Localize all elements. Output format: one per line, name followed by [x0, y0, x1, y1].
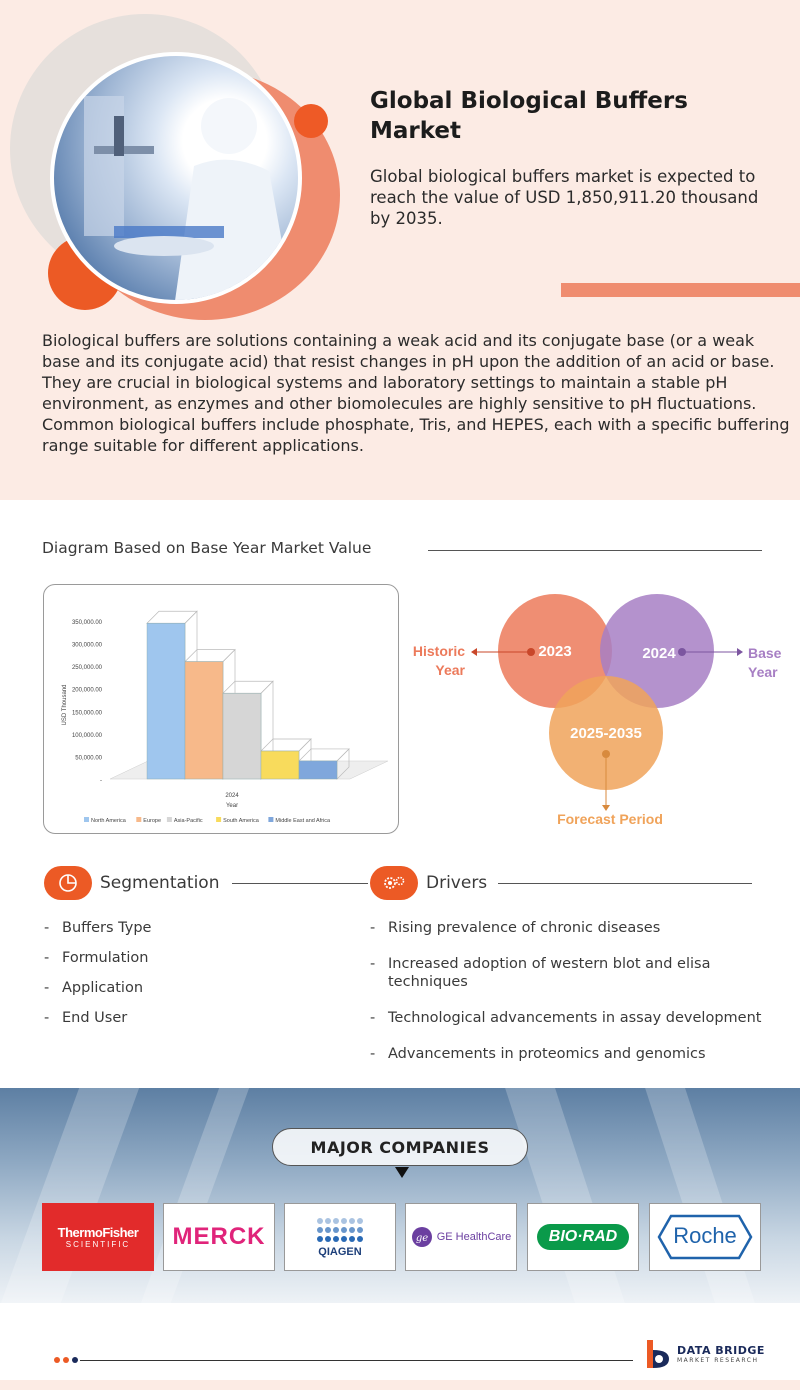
footer-band [0, 1380, 800, 1390]
y-tick-label: 150,000.00 [72, 710, 103, 716]
page-title: Global Biological Buffers Market [370, 88, 688, 144]
footer-dots [54, 1357, 78, 1363]
diagram-heading: Diagram Based on Base Year Market Value [42, 539, 372, 557]
list-item: Rising prevalence of chronic diseases [370, 919, 790, 937]
bar-asia-pacific [222, 693, 262, 780]
legend-swatch [166, 817, 172, 822]
list-item: Increased adoption of western blot and e… [370, 955, 790, 991]
legend-label: North America [91, 818, 127, 824]
thermofisher-logo: ThermoFisher SCIENTIFIC [42, 1203, 154, 1271]
y-tick-label: 50,000.00 [75, 755, 102, 761]
bar-top [184, 649, 236, 662]
market-forecast-summary: Global biological buffers market is expe… [370, 167, 759, 228]
bar-south-america [260, 750, 300, 780]
x-axis-label: Year [226, 803, 238, 809]
brand-name: DATA BRIDGE [677, 1344, 765, 1357]
market-description: Biological buffers are solutions contain… [42, 331, 790, 455]
bar-top [222, 680, 274, 694]
ge-healthcare-logo: ge GE HealthCare [405, 1203, 517, 1271]
base-year-label: Base [748, 645, 782, 661]
legend-swatch [268, 817, 274, 822]
bar-top [260, 738, 312, 752]
legend-swatch [216, 817, 222, 822]
biorad-logo: BIO·RAD [527, 1203, 639, 1271]
historic-year-label: Historic [413, 643, 465, 659]
divider [232, 883, 368, 884]
y-tick-label: 250,000.00 [72, 665, 103, 671]
footer-divider [80, 1360, 633, 1361]
divider [428, 550, 762, 551]
ge-monogram-icon: ge [411, 1227, 432, 1247]
pie-chart-icon [44, 866, 92, 900]
data-bridge-logo: DATA BRIDGE MARKET RESEARCH [645, 1338, 765, 1372]
drivers-title: Drivers [426, 873, 488, 893]
historic-year-circle [498, 594, 612, 708]
list-item: Buffers Type [44, 919, 151, 937]
y-tick-label: - [100, 778, 102, 784]
svg-text:ge: ge [416, 1233, 428, 1244]
gears-icon [370, 866, 418, 900]
qiagen-dots-icon [317, 1218, 363, 1242]
brand-tagline: MARKET RESEARCH [677, 1357, 759, 1364]
y-tick-label: 350,000.00 [72, 620, 103, 626]
bar-middle-east-and-africa [298, 760, 338, 780]
lab-scientist-photo [50, 52, 302, 304]
legend-swatch [84, 817, 89, 822]
legend-label: Europe [143, 818, 161, 824]
drivers-list: Rising prevalence of chronic diseases In… [370, 919, 790, 1063]
drivers-header: Drivers [370, 866, 487, 900]
list-item: Advancements in proteomics and genomics [370, 1045, 790, 1063]
list-item: Application [44, 979, 151, 997]
base-year-label-line2: Year [748, 664, 778, 680]
qiagen-logo: QIAGEN [284, 1203, 396, 1271]
bar-top [146, 610, 198, 624]
legend-swatch [136, 817, 142, 822]
period-venn-diagram: 2023 2024 2025-2035 Historic Year Base Y… [405, 588, 800, 833]
bar-chart-svg: 350,000.00 300,000.00 250,000.00 200,000.00… [62, 610, 389, 824]
roche-logo: Roche [649, 1203, 761, 1271]
historic-year-value: 2023 [538, 643, 571, 660]
merck-logo: MERCK [163, 1203, 275, 1271]
segmentation-title: Segmentation [100, 873, 220, 893]
list-item: End User [44, 1009, 151, 1027]
forecast-period-circle [549, 676, 663, 790]
historic-year-label-line2: Year [435, 662, 465, 678]
list-item: Formulation [44, 949, 151, 967]
bar-europe [184, 661, 224, 780]
y-tick-label: 300,000.00 [72, 643, 103, 649]
bar-north-america [146, 623, 186, 780]
y-tick-label: 100,000.00 [72, 733, 103, 739]
bar-chart: 350,000.00 300,000.00 250,000.00 200,000.00… [43, 584, 399, 834]
segmentation-header: Segmentation [44, 866, 219, 900]
y-tick-label: 200,000.00 [72, 688, 103, 694]
segmentation-list: Buffers Type Formulation Application End… [44, 919, 151, 1027]
decorative-dot [294, 104, 328, 138]
divider [498, 883, 752, 884]
data-bridge-logo-icon [647, 1340, 669, 1368]
accent-bar [561, 283, 800, 297]
legend-label: Asia-Pacific [174, 818, 203, 824]
forecast-period-label: Forecast Period [557, 811, 663, 827]
bar-top [298, 748, 350, 762]
base-year-value: 2024 [642, 645, 676, 662]
legend-label: South America [223, 818, 260, 824]
major-companies-title: MAJOR COMPANIES [272, 1128, 528, 1166]
legend-label: Middle East and Africa [275, 818, 331, 824]
down-arrow-icon [395, 1167, 409, 1178]
hero-section: Global Biological Buffers Market Global … [0, 0, 800, 500]
list-item: Technological advancements in assay deve… [370, 1009, 790, 1027]
x-tick-label: 2024 [225, 793, 239, 799]
forecast-period-value: 2025-2035 [570, 725, 642, 742]
y-axis-label: USD Thousand [62, 685, 68, 726]
base-year-circle [600, 594, 714, 708]
